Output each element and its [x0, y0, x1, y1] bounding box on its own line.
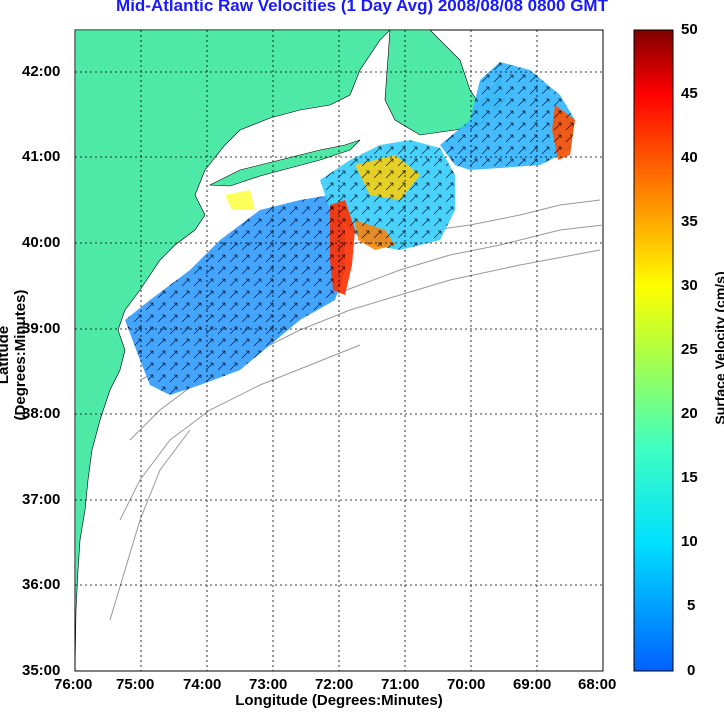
velocity-hotspot-5	[225, 190, 255, 210]
colorbar-tick-label: 30	[681, 277, 698, 294]
x-tick-label: 70:00	[447, 676, 486, 693]
x-tick-label: 72:00	[315, 676, 354, 693]
x-tick-label: 69:00	[513, 676, 552, 693]
colorbar-tick-label: 40	[681, 149, 698, 166]
colorbar-tick-label: 20	[681, 405, 698, 422]
colorbar-tick-label: 25	[681, 341, 698, 358]
colorbar	[633, 29, 674, 672]
x-tick-label: 73:00	[249, 676, 288, 693]
colorbar-tick-label: 45	[681, 85, 698, 102]
x-axis-label: Longitude (Degrees:Minutes)	[235, 692, 443, 709]
colorbar-tick-label: 5	[687, 597, 696, 614]
y-tick-label: 35:00	[22, 662, 61, 679]
x-tick-label: 75:00	[116, 676, 155, 693]
x-tick-label: 74:00	[183, 676, 222, 693]
y-tick-label: 42:00	[22, 63, 61, 80]
colorbar-tick-label: 0	[687, 662, 696, 679]
y-axis-label: Latitude (Degrees:Minutes)	[0, 289, 29, 421]
colorbar-tick-label: 50	[681, 21, 698, 38]
y-tick-label: 39:00	[22, 320, 61, 337]
velocity-field	[125, 62, 575, 395]
y-tick-label: 37:00	[22, 491, 61, 508]
colorbar-tick-label: 15	[681, 469, 698, 486]
y-tick-label: 41:00	[22, 148, 61, 165]
y-tick-label: 38:00	[22, 405, 61, 422]
grid-lines	[75, 30, 603, 671]
colorbar-tick-label: 10	[681, 533, 698, 550]
colorbar-label: Surface Velocity (cm/s)	[712, 271, 724, 425]
x-tick-label: 76:00	[54, 676, 93, 693]
colorbar-tick-label: 35	[681, 213, 698, 230]
y-tick-label: 36:00	[22, 576, 61, 593]
land-mass	[75, 30, 391, 671]
x-tick-label: 71:00	[381, 676, 420, 693]
chart-title: Mid-Atlantic Raw Velocities (1 Day Avg) …	[116, 0, 608, 15]
x-tick-label: 68:00	[578, 676, 617, 693]
y-tick-label: 40:00	[22, 234, 61, 251]
